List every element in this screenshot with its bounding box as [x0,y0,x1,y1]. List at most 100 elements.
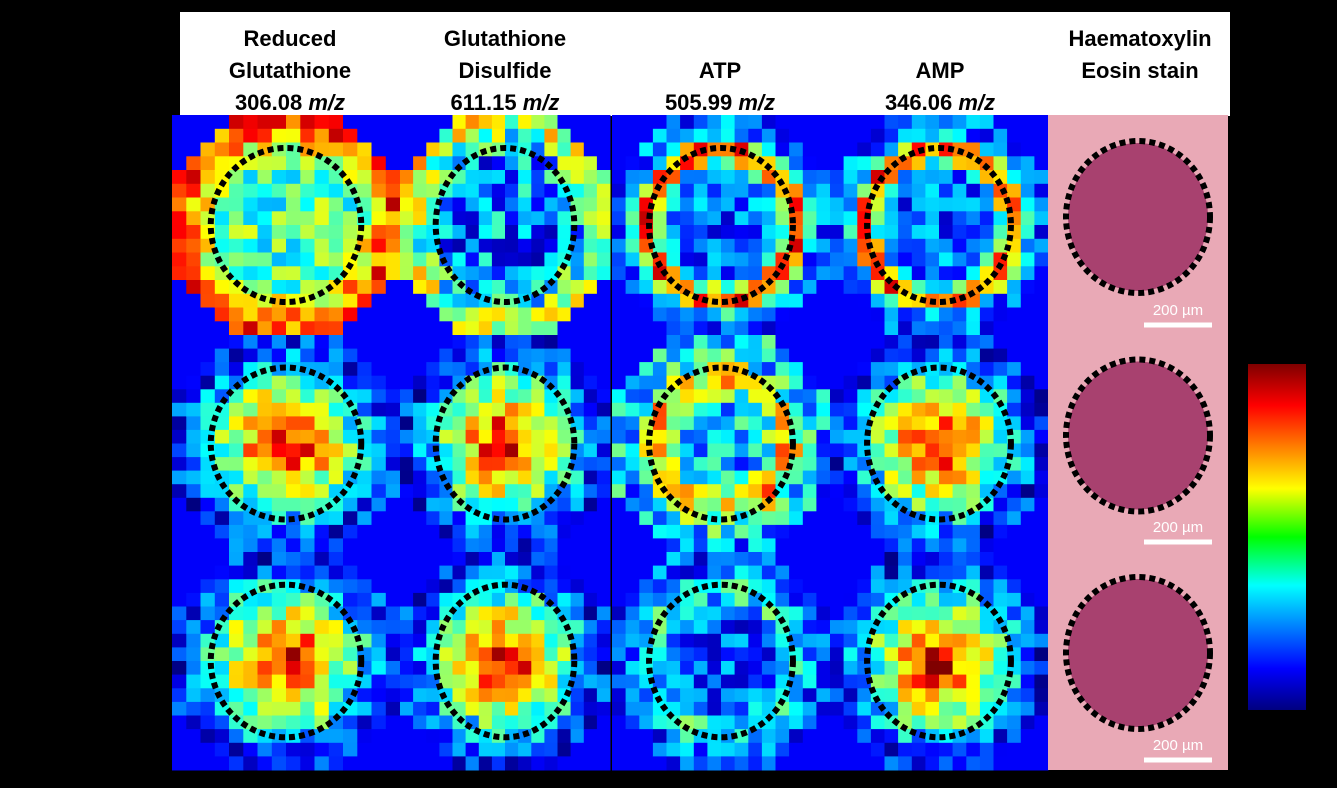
pixel [329,239,344,253]
pixel [400,225,414,239]
pixel [172,702,187,716]
pixel [939,702,953,716]
pixel [505,702,519,716]
pixel [707,538,721,552]
pixel [372,294,387,308]
pixel [776,321,790,335]
pixel [286,184,301,198]
pixel [300,253,315,267]
pixel [258,280,273,294]
pixel [653,239,667,253]
pixel [544,620,558,634]
pixel [707,335,721,349]
pixel [413,184,427,198]
pixel [925,471,939,485]
pixel [1007,335,1021,349]
pixel [300,211,315,225]
pixel [653,743,667,757]
pixel [762,129,776,143]
pixel [980,362,994,376]
pixel [357,308,372,322]
pixel [1034,416,1048,430]
pixel [300,156,315,170]
pixel [721,756,735,770]
pixel [885,389,899,403]
pixel [721,484,735,498]
pixel [492,280,506,294]
pixel [1034,266,1048,280]
pixel [803,170,817,184]
pixel [400,661,414,675]
pixel [518,225,532,239]
pixel [571,525,585,539]
pixel [707,280,721,294]
pixel [172,579,187,593]
pixel [639,593,653,607]
pixel [466,335,480,349]
pixel [816,184,830,198]
pixel [639,170,653,184]
pixel [939,525,953,539]
pixel [300,376,315,390]
pixel [453,552,467,566]
pixel [272,211,287,225]
pixel [272,430,287,444]
pixel [300,239,315,253]
pixel [653,525,667,539]
pixel [707,634,721,648]
pixel [329,430,344,444]
pixel [466,607,480,621]
pixel [885,607,899,621]
pixel [803,675,817,689]
pixel [466,566,480,580]
pixel [857,484,871,498]
pixel [439,115,453,129]
pixel [531,471,545,485]
pixel [172,430,187,444]
pixel [518,280,532,294]
pixel [286,647,301,661]
pixel [172,675,187,689]
pixel [789,184,803,198]
pixel [844,376,858,390]
pixel [789,376,803,390]
pixel [426,498,440,512]
pixel [898,211,912,225]
pixel [357,579,372,593]
pixel [426,471,440,485]
pixel [844,184,858,198]
pixel [857,729,871,743]
pixel [186,184,201,198]
pixel [667,688,681,702]
pixel [372,253,387,267]
pixel [912,634,926,648]
pixel [994,579,1008,593]
pixel [912,430,926,444]
pixel [871,743,885,757]
pixel [518,430,532,444]
pixel [939,349,953,363]
pixel [492,211,506,225]
pixel [748,416,762,430]
pixel [707,552,721,566]
pixel [1007,511,1021,525]
pixel [844,349,858,363]
pixel [215,280,230,294]
pixel [653,349,667,363]
pixel [857,280,871,294]
pixel [885,115,899,129]
pixel [721,444,735,458]
pixel [1034,430,1048,444]
pixel [544,756,558,770]
pixel [372,308,387,322]
pixel [639,143,653,157]
pixel [639,756,653,770]
pixel [272,416,287,430]
pixel [762,225,776,239]
pixel [584,430,598,444]
pixel [925,129,939,143]
pixel [667,552,681,566]
pixel [597,716,611,730]
pixel [258,756,273,770]
pixel [735,444,749,458]
